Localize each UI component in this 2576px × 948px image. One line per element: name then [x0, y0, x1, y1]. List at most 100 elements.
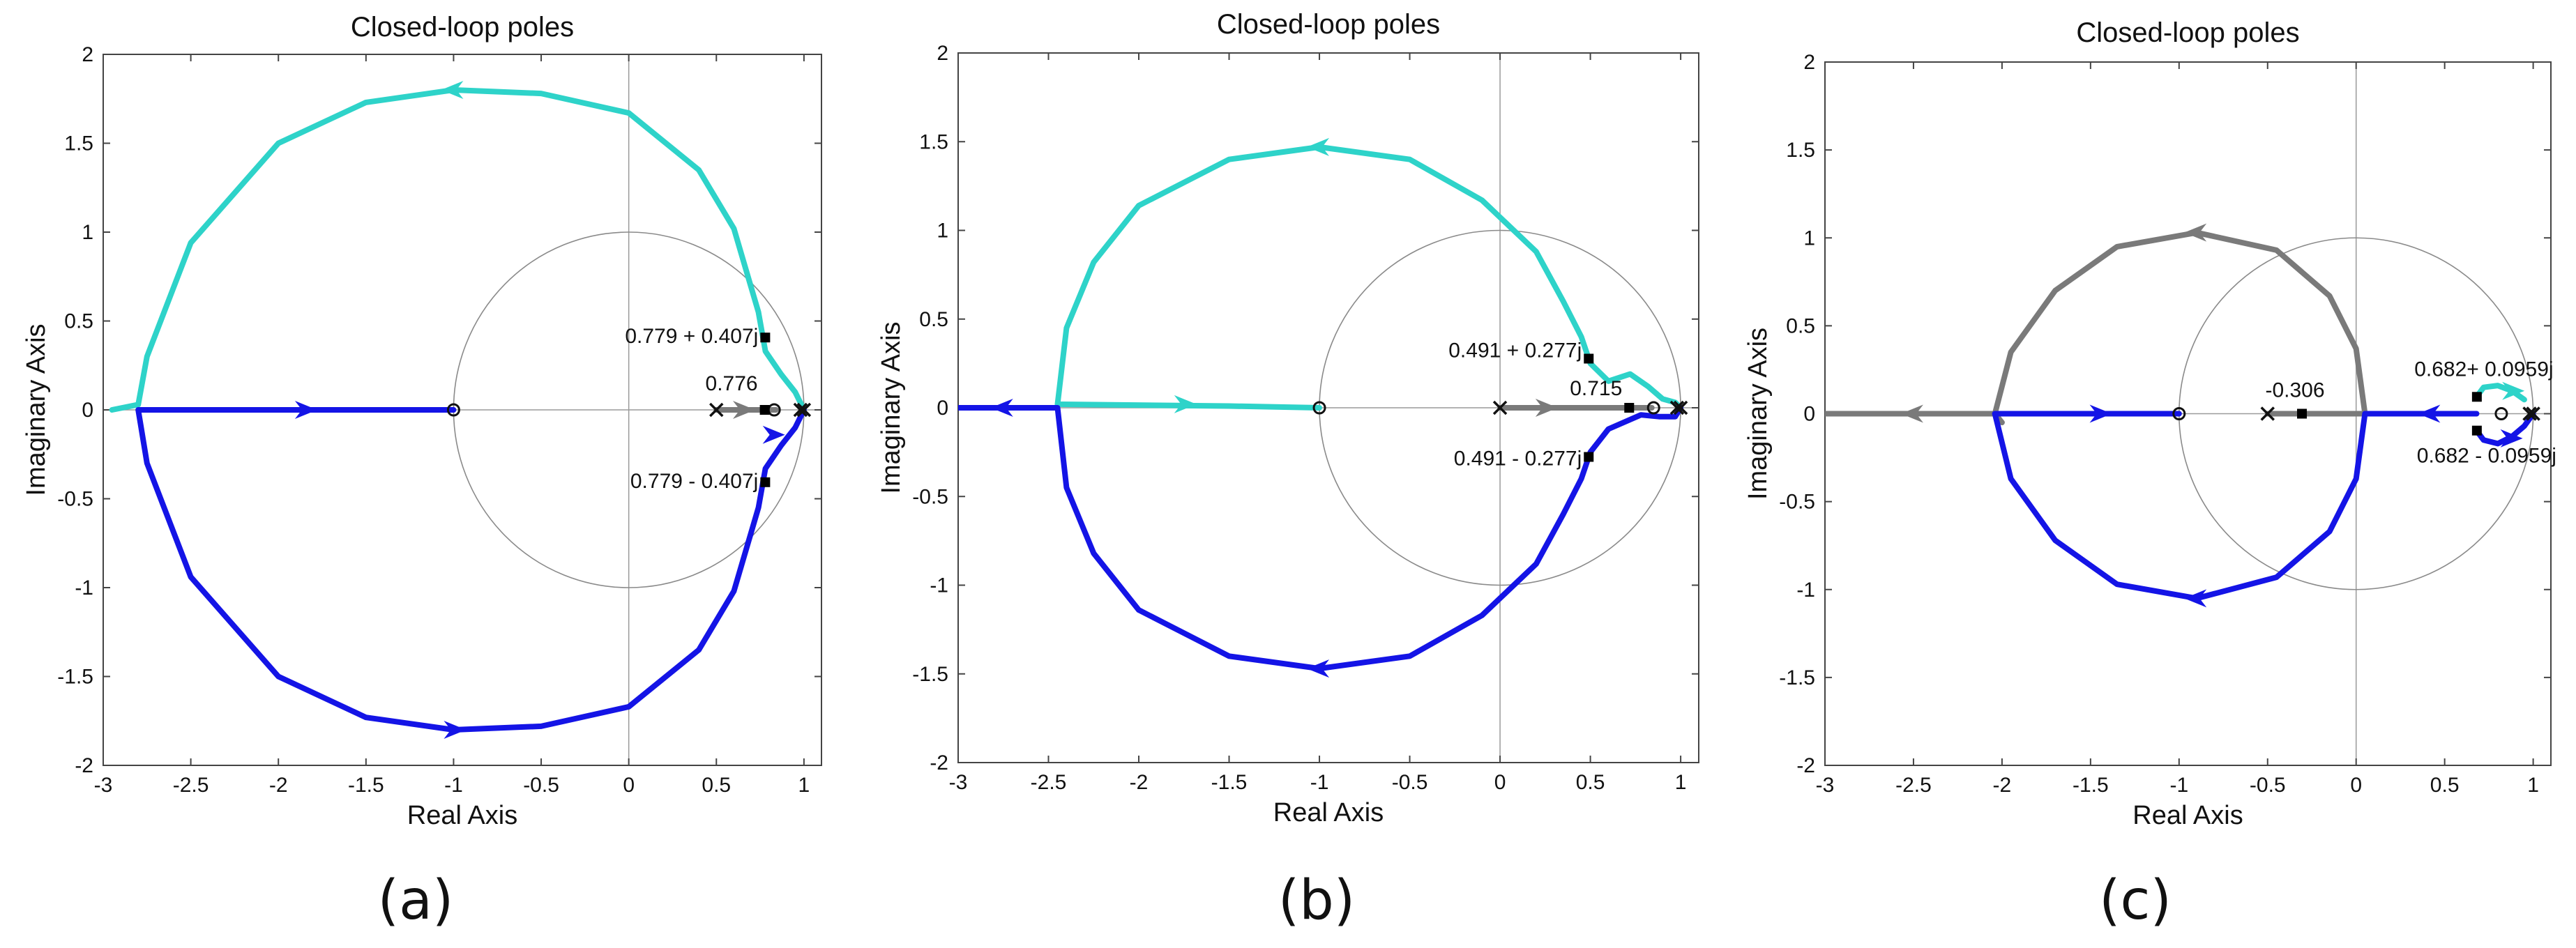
y-tick-label: 2	[1803, 51, 1815, 74]
chart-title: Closed-loop poles	[2076, 17, 2299, 48]
y-tick-label: 1	[937, 220, 948, 243]
x-tick-label: -2.5	[173, 774, 209, 797]
locus-arrow	[1307, 659, 1330, 678]
panel-label: (a)	[378, 869, 454, 932]
pole-stroke	[1669, 400, 1685, 415]
locus-arrow	[2502, 381, 2525, 400]
marked-pole	[2297, 408, 2308, 419]
y-tick-label: 0	[1803, 403, 1815, 426]
locus-arrow	[2500, 429, 2523, 448]
x-tick-label: 0.5	[702, 774, 731, 797]
pole-stroke	[2526, 406, 2540, 421]
locus-branch-locus-upper	[1054, 144, 1684, 411]
chart-title: Closed-loop poles	[351, 12, 574, 43]
pole-stroke	[709, 402, 724, 418]
marked-pole	[759, 405, 770, 415]
marked-pole-label: 0.491 - 0.277j	[1454, 447, 1582, 470]
x-tick-label: 0.5	[2430, 774, 2460, 797]
pole-stroke	[2260, 406, 2275, 421]
x-tick-label: -3	[1816, 774, 1835, 797]
y-tick-label: 0.5	[919, 308, 948, 331]
y-tick-label: -0.5	[57, 488, 93, 511]
x-tick-label: -2.5	[1895, 774, 1932, 797]
marked-pole-label: 0.682+ 0.0959j	[2414, 358, 2553, 381]
marked-pole-label: 0.715	[1570, 377, 1622, 400]
zero-marker	[2172, 407, 2186, 420]
marked-pole-label: 0.491 + 0.277j	[1448, 339, 1582, 362]
marked-pole	[1584, 353, 1594, 364]
panel-label: (b)	[1278, 869, 1355, 932]
pole-marker	[709, 402, 724, 418]
pole-stroke	[1492, 400, 1508, 415]
y-tick-label: 1	[1803, 227, 1815, 250]
x-tick-label: -2.5	[1031, 771, 1067, 794]
locus-arrow	[294, 401, 317, 419]
pole-marker	[1673, 400, 1688, 415]
locus-arrow	[762, 425, 785, 444]
y-tick-label: -2	[1796, 754, 1815, 777]
x-tick-label: -2	[269, 774, 288, 797]
x-tick-label: -2	[1993, 774, 2012, 797]
y-tick-label: -1	[1796, 579, 1815, 602]
locus-arrow	[1900, 404, 1923, 423]
marked-pole-label: 0.682 - 0.0959j	[2417, 445, 2556, 468]
x-tick-label: 0	[1494, 771, 1506, 794]
y-tick-label: 0	[937, 397, 948, 420]
x-tick-label: 0	[2350, 774, 2362, 797]
y-axis-label: Imaginary Axis	[877, 321, 906, 494]
y-axis-label: Imaginary Axis	[1743, 328, 1773, 500]
marked-pole-label: 0.779 - 0.407j	[630, 470, 758, 493]
x-axis-label: Real Axis	[407, 801, 517, 830]
locus-arrow	[2418, 404, 2441, 423]
x-tick-label: -3	[94, 774, 113, 797]
locus-arrow	[1174, 395, 1197, 413]
locus-arrow	[1307, 137, 1330, 156]
x-tick-label: 1	[798, 774, 810, 797]
y-tick-label: -0.5	[1779, 491, 1815, 514]
y-tick-label: 0.5	[1786, 314, 1815, 337]
zero-marker	[2494, 407, 2508, 420]
zero-marker	[1646, 401, 1660, 415]
locus-arrow	[1535, 399, 1558, 417]
marked-pole	[1584, 452, 1594, 462]
locus-arrow	[990, 399, 1013, 417]
x-tick-label: -1.5	[1211, 771, 1248, 794]
locus-branch-locus-gray-circle	[1992, 229, 2368, 426]
locus-arrow	[444, 721, 467, 739]
marked-pole-label: 0.776	[706, 372, 758, 395]
x-axis-label: Real Axis	[2132, 801, 2243, 830]
y-tick-label: 1	[82, 221, 93, 244]
x-tick-label: 1	[2527, 774, 2539, 797]
pole-stroke	[1673, 400, 1688, 415]
panel-2: -3 -2.5 -2 -1.5 -1 -0.5 0 0.5 1 -2 -1.5 -1 -0.5 0 0.5 1…	[877, 9, 1699, 932]
marked-pole-label: -0.306	[2265, 379, 2324, 402]
y-tick-label: -1	[75, 576, 93, 599]
panel-3: -3 -2.5 -2 -1.5 -1 -0.5 0 0.5 1 -2 -1.5 -1 -0.5 0 0.5 1…	[1743, 17, 2556, 932]
x-tick-label: 1	[1675, 771, 1687, 794]
y-tick-label: 1.5	[919, 130, 948, 153]
x-tick-label: 0.5	[1576, 771, 1605, 794]
x-tick-label: 0	[623, 774, 635, 797]
y-axis-label: Imaginary Axis	[22, 323, 51, 496]
locus-arrow	[732, 401, 755, 419]
zero-marker	[1312, 401, 1326, 415]
pole-stroke	[796, 402, 812, 418]
locus-arrow	[2089, 404, 2112, 423]
plot-area	[958, 137, 1688, 678]
x-tick-label: -1	[444, 774, 463, 797]
x-tick-label: -0.5	[1392, 771, 1428, 794]
pole-marker	[1492, 400, 1508, 415]
pole-marker	[2522, 406, 2537, 421]
y-tick-label: 1.5	[1786, 139, 1815, 162]
pole-marker	[2526, 406, 2540, 421]
x-tick-label: -3	[949, 771, 968, 794]
y-tick-label: -2	[930, 751, 948, 774]
y-tick-label: -1.5	[57, 666, 93, 689]
locus-branch-locus-blue-loop	[2473, 411, 2536, 447]
marked-pole	[760, 332, 771, 343]
locus-branch-locus-lower	[958, 405, 1684, 672]
locus-arrow	[441, 81, 464, 99]
y-tick-label: 2	[82, 43, 93, 66]
x-tick-label: -1	[2169, 774, 2188, 797]
